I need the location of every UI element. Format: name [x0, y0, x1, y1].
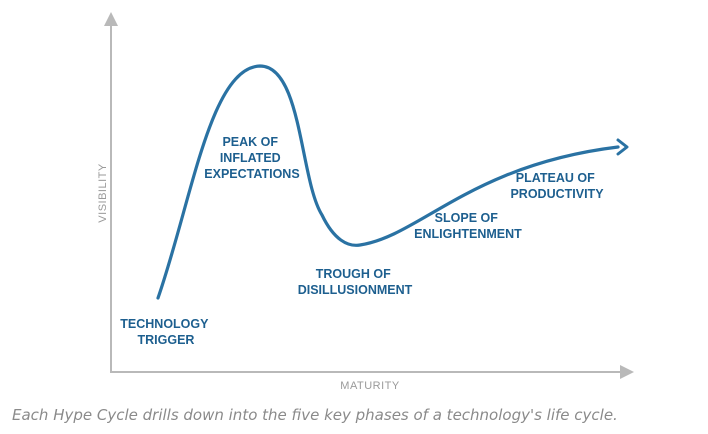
phase-label-line: TECHNOLOGY: [120, 317, 209, 331]
phase-label-line: PEAK OF: [222, 135, 278, 149]
phase-label-line: DISILLUSIONMENT: [298, 283, 413, 297]
phase-label-line: EXPECTATIONS: [204, 167, 299, 181]
curve-arrowhead: [616, 138, 629, 156]
y-axis-arrowhead: [104, 12, 118, 26]
phase-label-line: TROUGH OF: [316, 267, 391, 281]
phase-label-line: PLATEAU OF: [516, 171, 595, 185]
phase-technology-trigger: TECHNOLOGY TRIGGER: [120, 317, 211, 347]
phase-peak-of-inflated-expectations: PEAK OF INFLATED EXPECTATIONS: [204, 135, 299, 181]
phase-slope-of-enlightenment: SLOPE OF ENLIGHTENMENT: [414, 211, 522, 241]
phase-trough-of-disillusionment: TROUGH OF DISILLUSIONMENT: [298, 267, 413, 297]
x-axis-arrowhead: [620, 365, 634, 379]
hype-curve: [156, 64, 620, 300]
x-axis-label: MATURITY: [340, 380, 400, 392]
phase-label-line: INFLATED: [220, 151, 281, 165]
phase-label-line: SLOPE OF: [435, 211, 499, 225]
y-axis-label: VISIBILITY: [97, 163, 109, 223]
figure-caption: Each Hype Cycle drills down into the fiv…: [12, 406, 618, 424]
phase-label-line: PRODUCTIVITY: [510, 187, 604, 201]
phase-plateau-of-productivity: PLATEAU OF PRODUCTIVITY: [510, 171, 604, 201]
hype-cycle-diagram: VISIBILITY MATURITY TECHNOLOGY TRIGGER P…: [97, 12, 634, 392]
phase-label-line: TRIGGER: [138, 333, 195, 347]
phase-label-line: ENLIGHTENMENT: [414, 227, 522, 241]
